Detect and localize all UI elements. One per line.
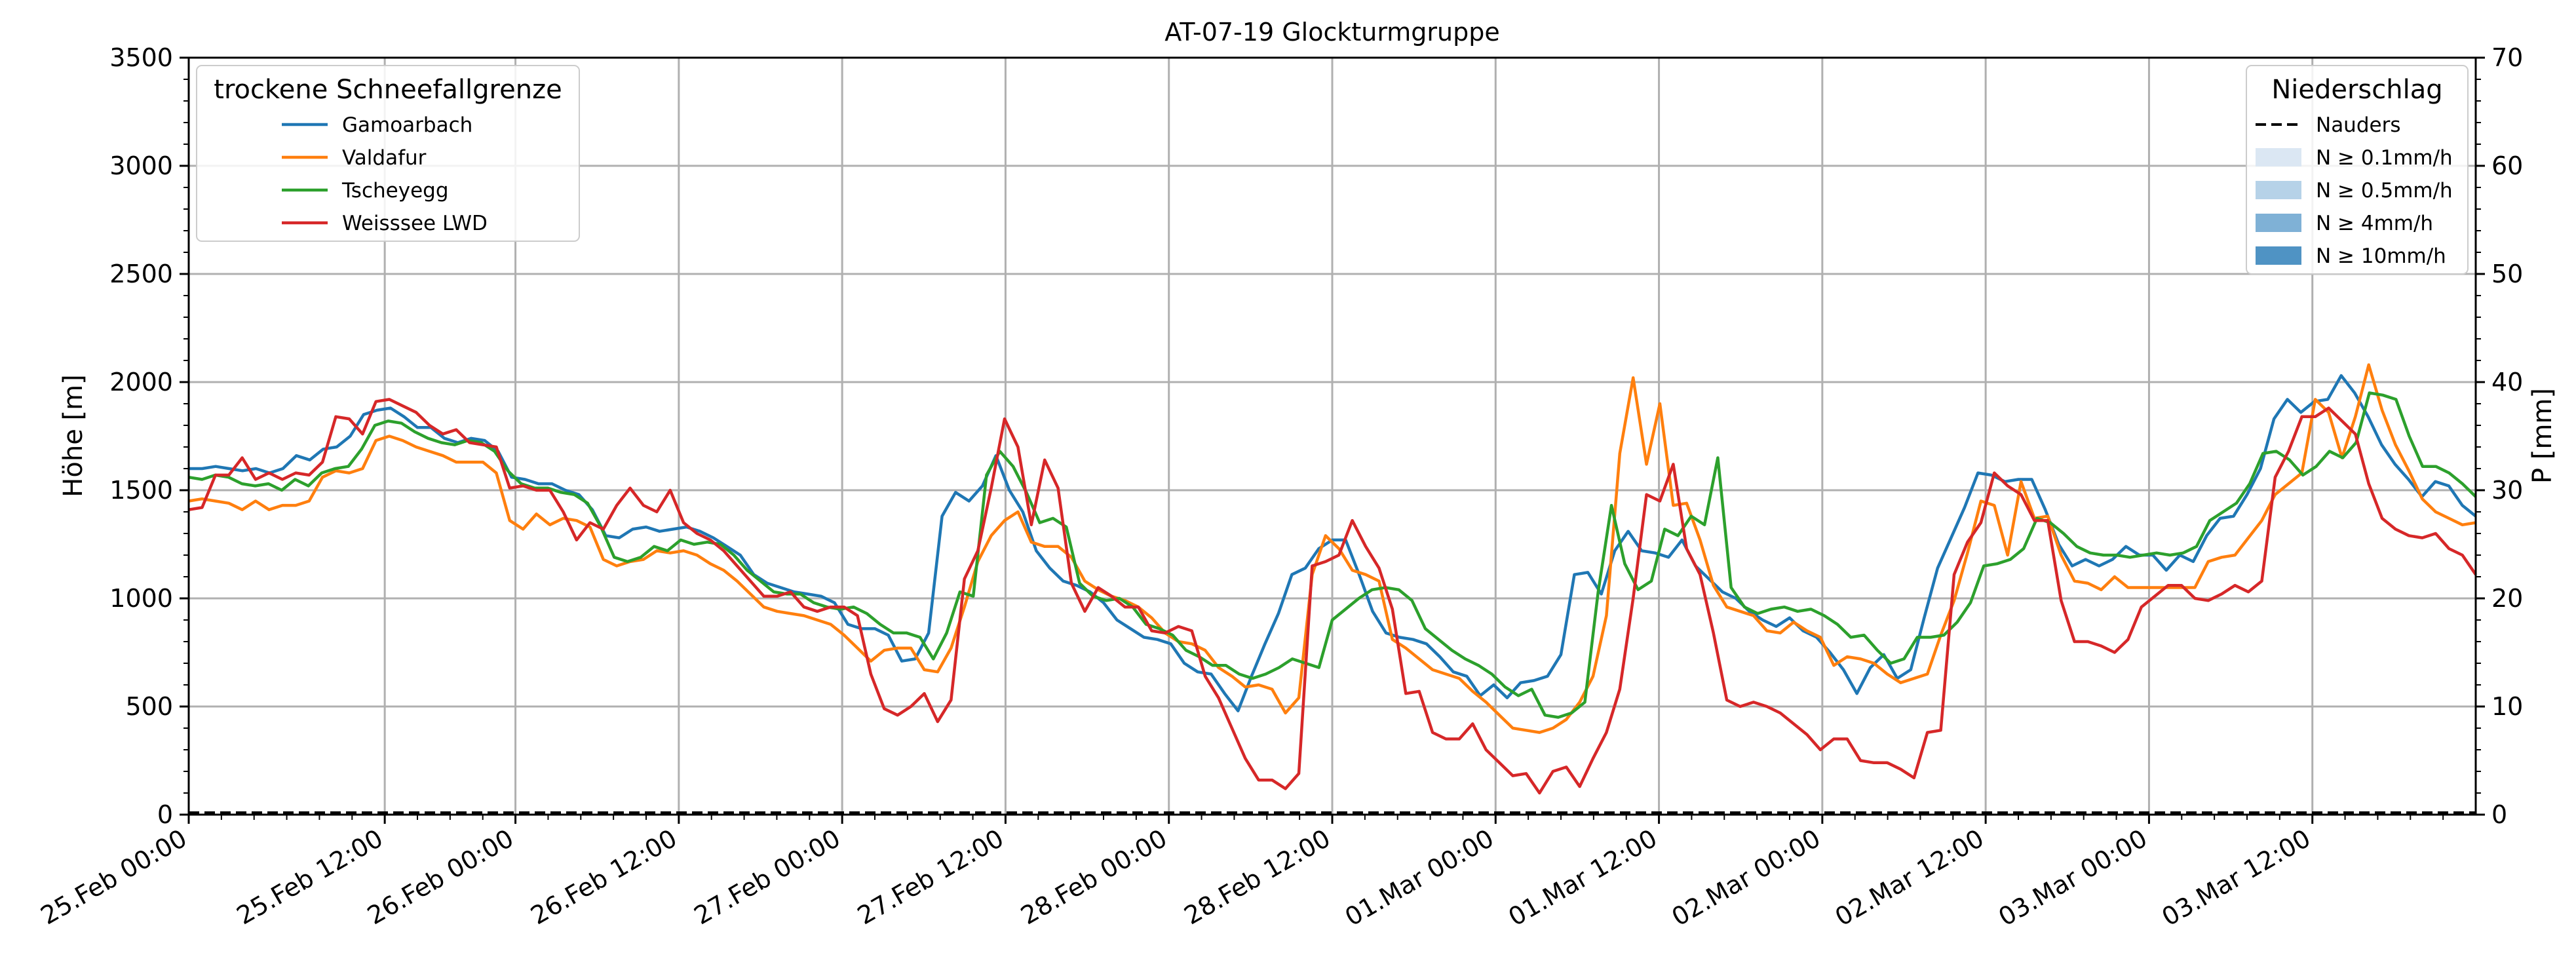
- legend-right: Niederschlag Nauders N ≥ 0.1mm/h N ≥ 0.5mm…: [2246, 65, 2469, 275]
- legend-right-swatch: [2256, 214, 2301, 232]
- y-right-tick-label: 40: [2491, 368, 2523, 397]
- chart-title: AT-07-19 Glockturmgruppe: [1164, 18, 1500, 47]
- legend-right-frame: [2246, 65, 2469, 275]
- y-right-tick-label: 70: [2491, 43, 2523, 72]
- legend-left-label: Valdafur: [342, 146, 427, 170]
- series-lines: [188, 363, 2477, 795]
- legend-right-label: N ≥ 0.5mm/h: [2316, 179, 2453, 203]
- y-left-tick-label: 1000: [109, 584, 173, 613]
- legend-right-label: N ≥ 10mm/h: [2316, 244, 2446, 268]
- y-right-tick-label: 30: [2491, 476, 2523, 505]
- legend-left-label: Gamoarbach: [342, 113, 472, 137]
- legend-right-title: Niederschlag: [2271, 75, 2442, 105]
- series-line-weisssee-lwd: [188, 398, 2477, 795]
- y-left-tick-label: 3000: [109, 151, 173, 180]
- legend-left-items: Gamoarbach Valdafur Tscheyegg Weisssee LWD: [282, 113, 488, 235]
- legend-right-swatch: [2256, 246, 2301, 265]
- y-left-tick-label: 0: [157, 800, 173, 829]
- y-axis-right: 0 10 20 30 40 50 60 70: [2491, 43, 2523, 829]
- y-left-tick-label: 2500: [109, 260, 173, 288]
- series-line-tscheyegg: [188, 391, 2477, 719]
- legend-right-label: N ≥ 0.1mm/h: [2316, 146, 2453, 170]
- y-left-tick-label: 500: [125, 692, 173, 721]
- legend-right-label: N ≥ 4mm/h: [2316, 212, 2433, 235]
- y-right-tick-label: 0: [2491, 800, 2507, 829]
- y-left-tick-label: 3500: [109, 43, 173, 72]
- y-axis-right-label: P [mm]: [2528, 388, 2558, 484]
- legend-left-frame: [196, 65, 580, 242]
- plot-frame: [187, 56, 2477, 816]
- legend-left-title: trockene Schneefallgrenze: [214, 75, 562, 105]
- legend-right-label: Nauders: [2316, 113, 2400, 137]
- y-right-tick-label: 60: [2491, 151, 2523, 180]
- legend-left-label: Weisssee LWD: [342, 212, 488, 235]
- legend-left-label: Tscheyegg: [341, 179, 449, 203]
- y-axis-left-label: Höhe [m]: [58, 374, 88, 497]
- y-right-tick-label: 10: [2491, 692, 2523, 721]
- series-line-valdafur: [188, 363, 2476, 734]
- y-left-tick-label: 2000: [109, 368, 173, 397]
- y-left-tick-label: 1500: [109, 476, 173, 505]
- y-axis-left: 0 500 1000 1500 2000 2500 3000 3500: [109, 43, 173, 829]
- legend-right-swatch: [2256, 148, 2301, 166]
- series-line-gamoarbach: [189, 374, 2477, 712]
- legend-right-swatch: [2256, 181, 2301, 199]
- y-right-tick-label: 20: [2491, 584, 2523, 613]
- legend-left: trockene Schneefallgrenze Gamoarbach Vald…: [196, 65, 580, 242]
- y-right-tick-label: 50: [2491, 260, 2523, 288]
- legend-right-items: Nauders N ≥ 0.1mm/h N ≥ 0.5mm/h N ≥ 4mm/h N …: [2256, 113, 2453, 268]
